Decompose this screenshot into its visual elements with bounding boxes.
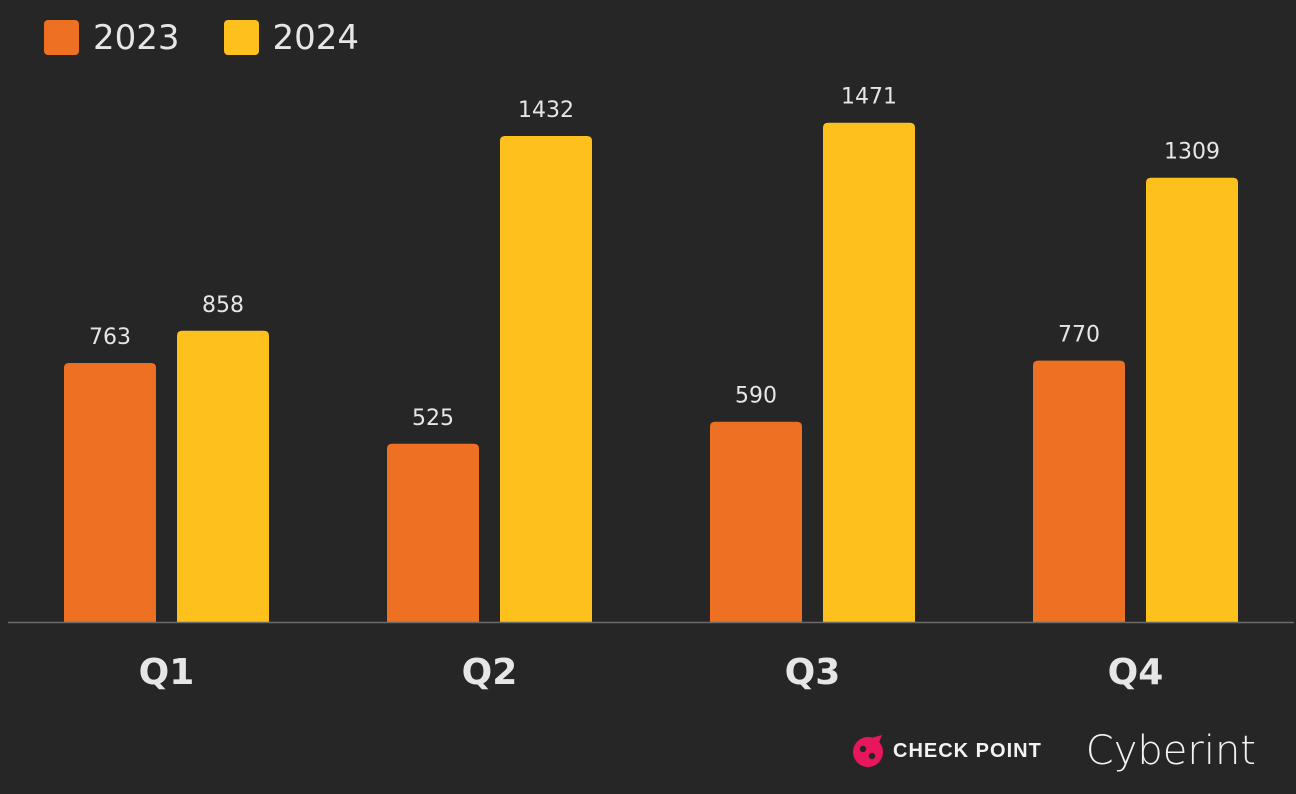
x-tick-label-q4: Q4 xyxy=(1108,652,1164,693)
bar-q2-2024 xyxy=(500,135,592,623)
bar-q3-2024 xyxy=(823,122,915,623)
data-label-q3-2023: 590 xyxy=(735,384,777,409)
legend-item-2023: 2023 xyxy=(44,20,180,55)
cyberint-logo-text: Cyberint xyxy=(1085,728,1256,774)
bar-q2-2023 xyxy=(387,443,479,622)
bar-q1-2024 xyxy=(177,330,269,622)
x-tick-label-q1: Q1 xyxy=(139,652,195,693)
legend-label-2024: 2024 xyxy=(272,17,360,58)
legend-item-2024: 2024 xyxy=(223,17,360,58)
x-tick-label-q3: Q3 xyxy=(785,652,841,693)
checkpoint-logo-text: CHECK POINT xyxy=(893,739,1042,762)
data-label-q2-2023: 525 xyxy=(412,406,454,431)
chart-legend: 2023 2024 xyxy=(44,20,359,55)
legend-swatch-2024 xyxy=(223,20,259,55)
bar-q3-2023 xyxy=(710,421,802,622)
data-label-q4-2023: 770 xyxy=(1058,323,1100,348)
cyberint-logo: Cyberint xyxy=(1086,728,1256,774)
data-label-q2-2024: 1432 xyxy=(518,98,574,123)
bar-q4-2023 xyxy=(1033,360,1125,622)
bar-q4-2024 xyxy=(1146,177,1238,622)
checkpoint-logo: CHECK POINT xyxy=(851,734,1042,768)
legend-label-2023: 2023 xyxy=(93,17,180,58)
x-tick-label-q2: Q2 xyxy=(462,652,518,693)
checkpoint-logo-icon xyxy=(853,735,883,767)
data-label-q4-2024: 1309 xyxy=(1164,140,1220,165)
bar-q1-2023 xyxy=(64,363,156,622)
data-label-q1-2023: 763 xyxy=(89,325,131,350)
data-label-q3-2024: 1471 xyxy=(841,85,897,110)
logos: CHECK POINT Cyberint xyxy=(851,728,1256,774)
data-label-q1-2024: 858 xyxy=(202,293,244,318)
legend-swatch-2023 xyxy=(44,20,79,55)
